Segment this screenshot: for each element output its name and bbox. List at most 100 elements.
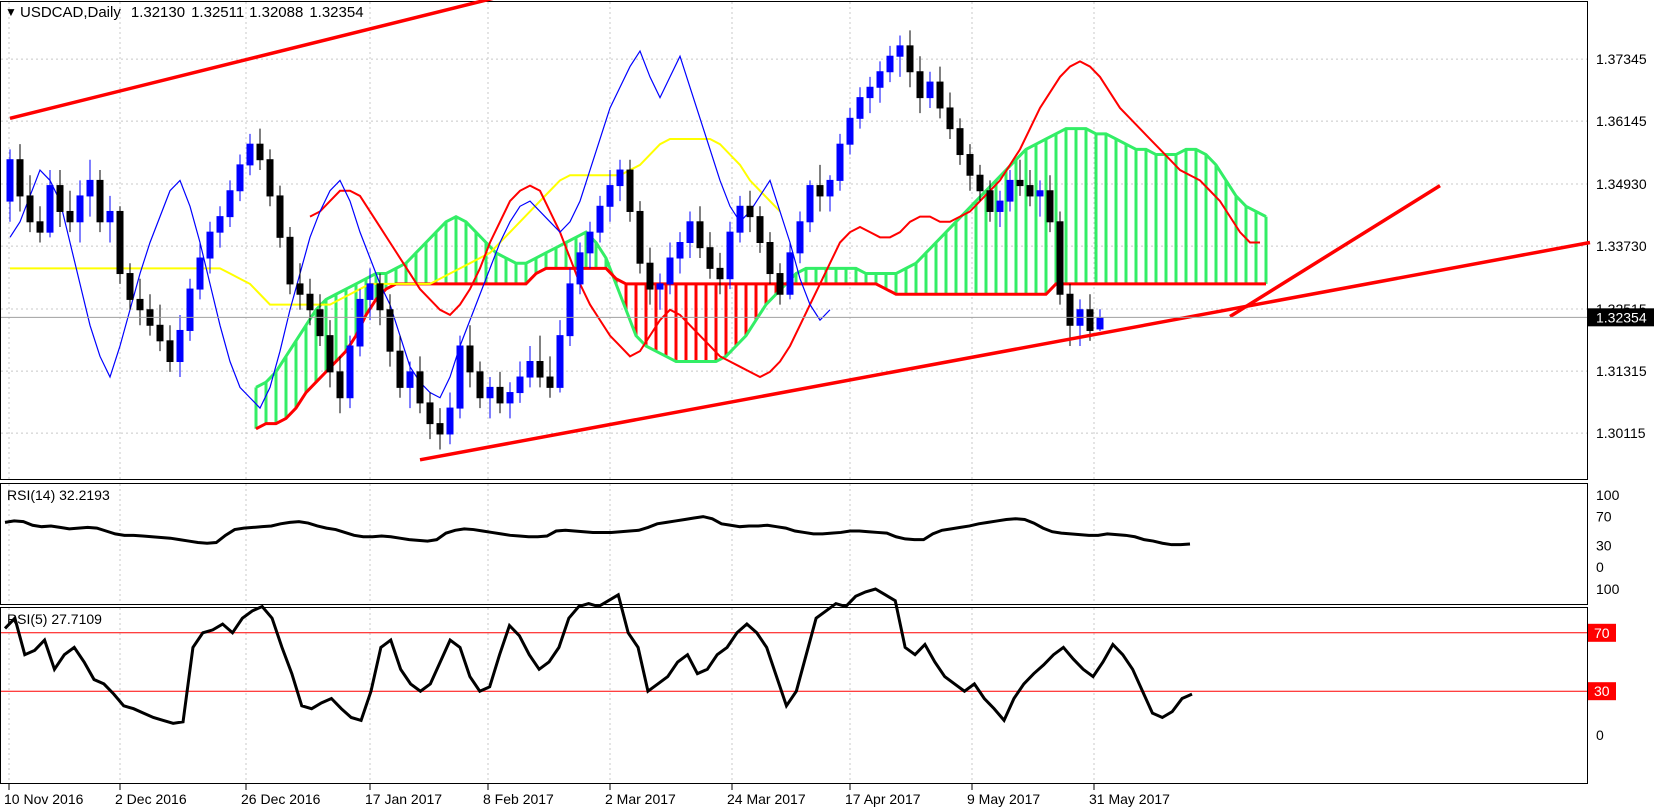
ohlc-high: 1.32511 — [191, 4, 244, 21]
candle-body — [506, 392, 514, 404]
candle-body — [156, 324, 164, 342]
rsi14-tick-label: 100 — [1596, 487, 1620, 503]
candle-body — [176, 329, 184, 363]
rsi5-tick-label: 0 — [1596, 727, 1604, 743]
candle-body — [396, 350, 404, 388]
candle-body — [386, 309, 394, 352]
candle-body — [286, 236, 294, 285]
candle-body — [546, 376, 554, 388]
candle-body — [616, 169, 624, 187]
price-tick-label: 1.31315 — [1596, 363, 1647, 379]
candle-body — [1026, 185, 1034, 197]
candle-body — [336, 371, 344, 399]
candle-body — [486, 386, 494, 399]
candle-body — [226, 190, 234, 218]
candle-body — [676, 242, 684, 259]
candle-body — [846, 117, 854, 145]
candle-body — [246, 143, 254, 166]
candle-body — [346, 345, 354, 399]
candle-body — [1056, 221, 1064, 295]
date-label: 26 Dec 2016 — [241, 791, 321, 807]
candle-body — [1086, 309, 1094, 331]
candle-body — [906, 45, 914, 73]
candle-body — [976, 174, 984, 192]
candle-body — [6, 159, 14, 202]
candle-body — [76, 195, 84, 223]
candle-body — [656, 283, 664, 290]
candle-body — [636, 210, 644, 264]
candle-body — [466, 345, 474, 373]
candle-body — [1096, 317, 1104, 330]
candle-body — [206, 231, 214, 259]
date-label: 17 Apr 2017 — [845, 791, 921, 807]
candle-body — [126, 273, 134, 300]
candle-body — [576, 252, 584, 285]
candle-body — [116, 210, 124, 275]
current-price-tag — [1588, 308, 1654, 327]
candle-body — [456, 345, 464, 409]
candle-body — [106, 210, 114, 223]
candle-body — [86, 179, 94, 197]
rsi14-plot — [4, 515, 1191, 547]
candle-body — [296, 283, 304, 295]
rsi5-tick-label: 100 — [1596, 581, 1620, 597]
candle-body — [826, 179, 834, 197]
candle-body — [686, 221, 694, 243]
candle-body — [836, 143, 844, 181]
symbol-timeframe: USDCAD,Daily — [20, 4, 121, 21]
candle-body — [16, 159, 24, 197]
price-tick-label: 1.33730 — [1596, 238, 1647, 254]
candle-body — [716, 267, 724, 280]
candle-body — [496, 386, 504, 404]
candle-body — [166, 340, 174, 363]
candle-body — [586, 231, 594, 254]
symbol-arrow-icon[interactable]: ▼ — [5, 5, 17, 19]
date-label: 10 Nov 2016 — [4, 791, 84, 807]
candle-body — [736, 205, 744, 233]
price-tick-label: 1.34930 — [1596, 176, 1647, 192]
ohlc-close: 1.32354 — [309, 4, 363, 21]
candle-body — [136, 298, 144, 311]
candle-body — [606, 185, 614, 207]
rsi5-level-tag — [1588, 623, 1616, 642]
candle-body — [666, 257, 674, 285]
candle-body — [646, 262, 654, 290]
candle-body — [746, 205, 754, 218]
date-label: 31 May 2017 — [1089, 791, 1170, 807]
rsi5-title: RSI(5) 27.7109 — [7, 611, 102, 627]
trendline — [9, 0, 494, 121]
date-label: 2 Mar 2017 — [605, 791, 676, 807]
price-tick-label: 1.37345 — [1596, 51, 1647, 67]
candle-body — [306, 293, 314, 311]
candle-body — [196, 257, 204, 290]
candle-body — [886, 55, 894, 73]
candle-body — [186, 288, 194, 331]
date-label: 24 Mar 2017 — [727, 791, 806, 807]
candle-body — [516, 376, 524, 394]
current-price-label: 1.32354 — [1596, 309, 1647, 325]
candle-body — [36, 221, 44, 233]
candle-body — [756, 216, 764, 244]
rsi14-title: RSI(14) 32.2193 — [7, 487, 110, 503]
price-tick-label: 1.30115 — [1596, 425, 1646, 441]
trendline — [1229, 184, 1441, 318]
candle-body — [556, 335, 564, 388]
candle-body — [326, 335, 334, 373]
candle-body — [66, 210, 74, 223]
rsi14-line — [4, 515, 1191, 547]
date-label: 17 Jan 2017 — [365, 791, 442, 807]
candle-body — [56, 185, 64, 212]
candle-body — [436, 423, 444, 435]
candle-body — [856, 97, 864, 119]
rsi14-tick-label: 0 — [1596, 559, 1604, 575]
rsi5-plot — [1, 587, 1587, 725]
candle-body — [626, 169, 634, 212]
rsi14-tick-label: 70 — [1596, 509, 1612, 525]
tenkan-line — [309, 60, 1260, 379]
rsi5-line — [3, 587, 1193, 725]
candle-body — [926, 81, 934, 99]
date-label: 9 May 2017 — [967, 791, 1040, 807]
candle-body — [956, 128, 964, 156]
candle-body — [866, 86, 874, 99]
